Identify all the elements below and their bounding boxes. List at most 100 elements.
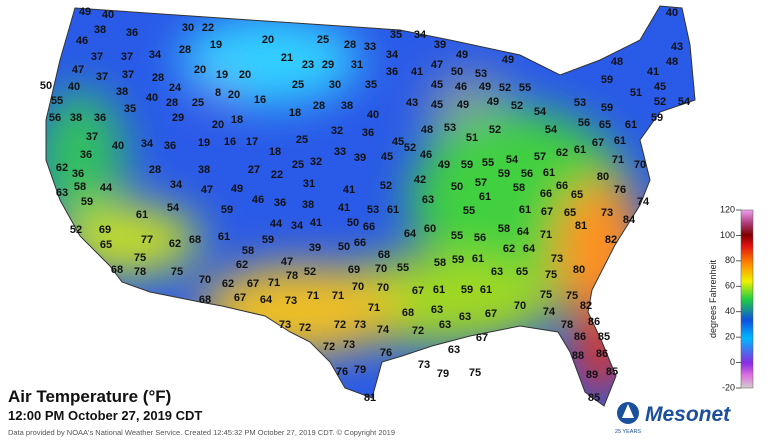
- station-temperature: 73: [279, 319, 291, 331]
- station-temperature: 70: [377, 282, 389, 294]
- station-temperature: 54: [167, 202, 180, 214]
- station-temperature: 73: [285, 295, 297, 307]
- station-temperature: 34: [141, 138, 154, 150]
- station-temperature: 40: [367, 109, 379, 121]
- station-temperature: 55: [463, 205, 475, 217]
- station-temperature: 67: [592, 137, 604, 149]
- station-temperature: 59: [461, 284, 473, 296]
- colorbar-tick-label: 20: [725, 332, 735, 342]
- station-temperature: 31: [303, 178, 315, 190]
- station-temperature: 58: [242, 245, 254, 257]
- station-temperature: 79: [437, 368, 449, 380]
- station-temperature: 73: [343, 339, 355, 351]
- station-temperature: 71: [307, 290, 319, 302]
- station-temperature: 68: [199, 294, 211, 306]
- station-temperature: 20: [194, 64, 206, 76]
- station-temperature: 28: [313, 100, 325, 112]
- station-temperature: 76: [380, 347, 392, 359]
- station-temperature: 80: [573, 264, 585, 276]
- station-temperature: 54: [534, 106, 547, 118]
- station-temperature: 68: [378, 249, 390, 261]
- station-temperature: 54: [506, 154, 519, 166]
- station-temperature: 17: [246, 136, 258, 148]
- station-temperature: 62: [222, 278, 234, 290]
- station-temperature: 75: [566, 290, 578, 302]
- station-temperature: 43: [406, 97, 418, 109]
- station-temperature: 74: [543, 306, 556, 318]
- station-temperature: 72: [323, 341, 335, 353]
- station-temperature: 18: [231, 114, 243, 126]
- station-temperature: 53: [444, 122, 456, 134]
- station-temperature: 70: [514, 300, 526, 312]
- station-temperature: 57: [475, 177, 487, 189]
- station-temperature: 67: [247, 278, 259, 290]
- logo-icon: [622, 404, 634, 418]
- station-temperature: 62: [169, 238, 181, 250]
- station-temperature: 36: [126, 27, 138, 39]
- station-temperature: 75: [171, 266, 183, 278]
- station-temperature: 29: [172, 112, 184, 124]
- station-temperature: 53: [475, 68, 487, 80]
- station-temperature: 46: [455, 81, 467, 93]
- station-temperature: 78: [561, 319, 573, 331]
- station-temperature: 52: [70, 224, 82, 236]
- station-temperature: 73: [418, 359, 430, 371]
- station-temperature: 29: [322, 59, 334, 71]
- station-temperature: 60: [424, 223, 436, 235]
- station-temperature: 22: [271, 169, 283, 181]
- colorbar-tick-label: 80: [725, 255, 735, 265]
- station-temperature: 72: [334, 319, 346, 331]
- station-temperature: 61: [625, 119, 637, 131]
- station-temperature: 55: [51, 95, 63, 107]
- station-temperature: 39: [434, 39, 446, 51]
- station-temperature: 58: [498, 223, 510, 235]
- station-temperature: 43: [671, 41, 683, 53]
- station-temperature: 66: [363, 221, 375, 233]
- station-temperature: 62: [556, 147, 568, 159]
- station-temperature: 55: [519, 82, 531, 94]
- station-temperature: 86: [588, 316, 600, 328]
- station-temperature: 66: [354, 237, 366, 249]
- station-temperature: 40: [102, 9, 114, 21]
- station-temperature: 53: [574, 97, 586, 109]
- station-temperature: 48: [611, 56, 623, 68]
- station-temperature: 55: [482, 157, 494, 169]
- station-temperature: 39: [309, 242, 321, 254]
- station-temperature: 66: [540, 188, 552, 200]
- station-temperature: 70: [352, 281, 364, 293]
- colorbar-ticks: -20 0 20 40 60 80 100 120: [720, 204, 741, 392]
- station-temperature: 73: [354, 319, 366, 331]
- station-temperature: 37: [122, 69, 134, 81]
- station-temperature: 74: [377, 324, 390, 336]
- station-temperature: 54: [678, 96, 691, 108]
- station-temperature: 79: [354, 364, 366, 376]
- station-temperature: 62: [503, 243, 515, 255]
- station-temperature: 52: [511, 100, 523, 112]
- station-temperature: 78: [134, 266, 146, 278]
- station-temperature: 44: [270, 218, 283, 230]
- station-temperature: 19: [198, 137, 210, 149]
- station-temperature: 75: [134, 252, 146, 264]
- station-temperature: 62: [56, 162, 68, 174]
- station-temperature: 50: [451, 66, 463, 78]
- station-temperature: 28: [152, 72, 164, 84]
- station-temperature: 52: [380, 180, 392, 192]
- station-temperature: 34: [149, 49, 162, 61]
- station-temperature: 59: [461, 159, 473, 171]
- station-temperature: 51: [630, 87, 642, 99]
- station-temperature: 20: [228, 89, 240, 101]
- station-temperature: 45: [381, 151, 393, 163]
- station-temperature: 35: [124, 103, 136, 115]
- station-temperature: 40: [146, 92, 158, 104]
- station-temperature: 37: [86, 131, 98, 143]
- station-temperature: 53: [367, 204, 379, 216]
- station-temperature: 65: [571, 189, 583, 201]
- subtitle: 12:00 PM October 27, 2019 CDT: [8, 408, 202, 423]
- station-temperature: 78: [286, 270, 298, 282]
- colorbar-tick-label: 120: [720, 204, 735, 214]
- colorbar-label: degrees Fahrenheit: [708, 259, 718, 338]
- station-temperature: 49: [487, 96, 499, 108]
- station-temperature: 20: [262, 34, 274, 46]
- station-temperature: 34: [291, 220, 304, 232]
- station-temperature: 81: [575, 220, 587, 232]
